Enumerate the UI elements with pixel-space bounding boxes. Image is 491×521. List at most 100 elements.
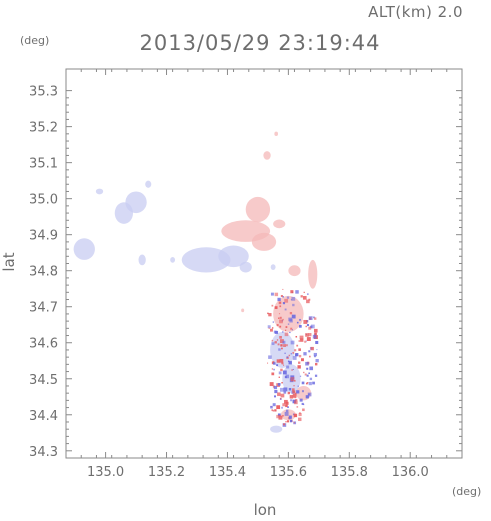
- velocity-pixel: [302, 403, 304, 405]
- velocity-pixel: [300, 376, 301, 377]
- velocity-pixel: [274, 390, 277, 393]
- velocity-pixel: [296, 345, 298, 347]
- velocity-pixel: [280, 344, 282, 346]
- velocity-pixel: [294, 349, 296, 351]
- velocity-pixel: [278, 383, 281, 386]
- velocity-pixel: [282, 289, 283, 290]
- velocity-pixel: [280, 388, 284, 392]
- velocity-pixel: [297, 365, 300, 368]
- velocity-pixel: [279, 336, 282, 339]
- velocity-pixel: [290, 420, 292, 422]
- velocity-pixel: [274, 395, 276, 397]
- velocity-pixel: [288, 323, 289, 324]
- velocity-pixel: [280, 317, 282, 319]
- velocity-pixel: [272, 368, 273, 369]
- velocity-pixel: [290, 399, 292, 401]
- velocity-pixel: [306, 383, 308, 385]
- y-tick-label: 34.7: [29, 301, 58, 316]
- velocity-pixel: [315, 341, 318, 344]
- velocity-pixel: [286, 344, 288, 346]
- velocity-pixel: [304, 292, 305, 293]
- velocity-region: [263, 151, 270, 160]
- velocity-pixel: [302, 382, 305, 385]
- velocity-pixel: [280, 398, 281, 399]
- velocity-pixel: [284, 391, 287, 394]
- velocity-pixel: [272, 305, 274, 307]
- velocity-pixel: [309, 366, 313, 370]
- velocity-pixel: [314, 333, 316, 335]
- velocity-pixel: [274, 331, 277, 334]
- velocity-pixel: [301, 358, 304, 361]
- x-axis-label: lon: [254, 501, 277, 519]
- velocity-pixel: [277, 359, 280, 362]
- velocity-region: [308, 260, 317, 289]
- velocity-pixel: [268, 313, 271, 316]
- velocity-pixel: [309, 356, 311, 358]
- velocity-pixel: [267, 363, 268, 364]
- velocity-pixel: [306, 368, 308, 370]
- velocity-pixel: [308, 299, 310, 301]
- velocity-pixel: [285, 412, 289, 416]
- velocity-pixel: [305, 362, 309, 366]
- velocity-pixel: [269, 328, 270, 329]
- velocity-pixel: [287, 296, 289, 298]
- velocity-pixel: [290, 312, 292, 314]
- velocity-pixel: [276, 364, 278, 366]
- velocity-pixel: [292, 352, 294, 354]
- velocity-pixel: [303, 296, 307, 300]
- velocity-pixel: [307, 324, 309, 326]
- velocity-pixel: [301, 295, 303, 297]
- velocity-pixel: [283, 344, 286, 347]
- velocity-pixel: [281, 382, 282, 383]
- velocity-pixel: [283, 370, 287, 374]
- x-tick-label: 136.0: [392, 465, 429, 480]
- velocity-region: [240, 262, 252, 273]
- velocity-pixel: [278, 318, 279, 319]
- velocity-pixel: [314, 329, 318, 333]
- velocity-pixel: [311, 347, 314, 350]
- velocity-pixel: [270, 406, 273, 409]
- velocity-pixel: [296, 336, 298, 338]
- velocity-pixel: [303, 352, 306, 355]
- velocity-pixel: [305, 333, 309, 337]
- velocity-region: [145, 181, 151, 188]
- velocity-pixel: [279, 313, 280, 314]
- velocity-pixel: [288, 361, 289, 362]
- velocity-pixel: [309, 382, 312, 385]
- velocity-pixel: [273, 410, 275, 412]
- velocity-pixel: [273, 321, 274, 322]
- velocity-pixel: [276, 405, 280, 409]
- velocity-pixel: [299, 413, 302, 416]
- velocity-pixel: [307, 337, 311, 341]
- velocity-pixel: [271, 293, 274, 296]
- velocity-pixel: [299, 340, 300, 341]
- velocity-pixel: [288, 392, 290, 394]
- velocity-region: [241, 309, 244, 313]
- velocity-pixel: [290, 377, 294, 381]
- y-tick-label: 34.9: [29, 229, 58, 244]
- velocity-pixel: [278, 343, 280, 345]
- altitude-label: ALT(km) 2.0: [368, 3, 463, 21]
- x-tick-label: 135.0: [87, 465, 124, 480]
- velocity-region: [273, 220, 285, 229]
- velocity-pixel: [285, 405, 288, 408]
- velocity-pixel: [292, 388, 295, 391]
- y-axis-label: lat: [0, 252, 18, 271]
- velocity-pixel: [314, 355, 316, 357]
- velocity-pixel: [316, 349, 317, 350]
- velocity-pixel: [305, 374, 307, 376]
- plot-frame: [66, 69, 462, 458]
- velocity-pixel: [279, 371, 282, 374]
- velocity-pixel: [306, 395, 309, 398]
- velocity-pixel: [299, 319, 301, 321]
- velocity-pixel: [275, 306, 278, 309]
- velocity-pixel: [277, 298, 280, 301]
- velocity-pixel: [279, 320, 283, 324]
- velocity-pixel: [312, 382, 315, 385]
- velocity-pixel: [285, 309, 287, 311]
- velocity-pixel: [283, 296, 284, 297]
- velocity-pixel: [316, 359, 319, 362]
- velocity-pixel: [289, 319, 292, 322]
- x-ticks: 135.0 135.2 135.4 135.6 135.8 136.0: [66, 69, 447, 480]
